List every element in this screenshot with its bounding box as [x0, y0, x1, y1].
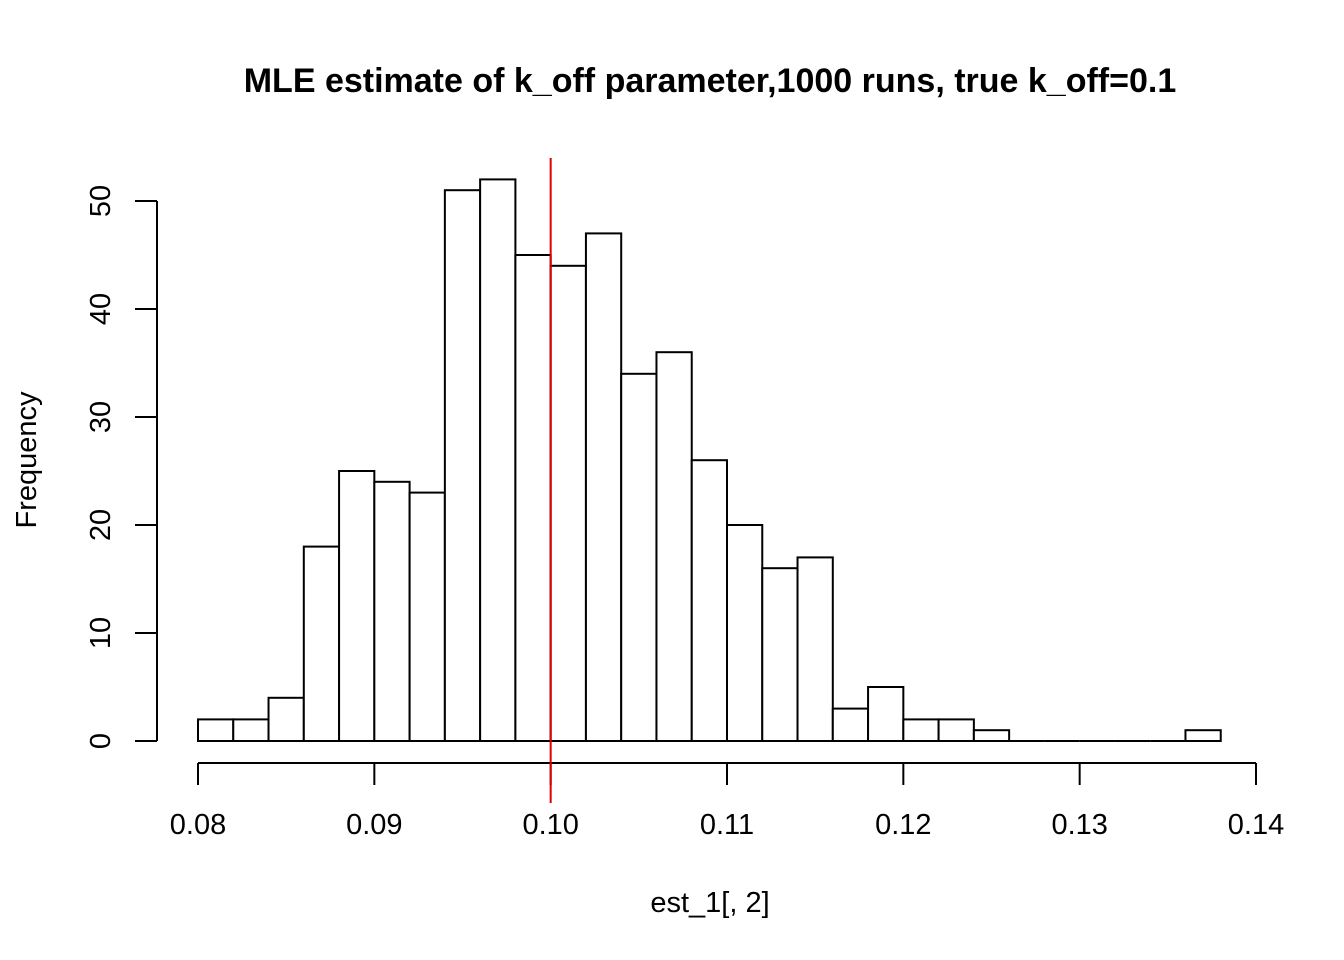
x-tick-label-5: 0.13 [1051, 809, 1107, 841]
x-axis-label: est_1[, 2] [650, 887, 769, 919]
histogram-bar-12 [620, 372, 658, 742]
histogram-bar-4 [338, 470, 376, 742]
histogram-bar-20 [902, 718, 940, 743]
x-tick-label-3: 0.11 [700, 809, 754, 841]
histogram-bar-15 [726, 524, 764, 742]
histogram-bar-5 [373, 480, 411, 742]
histogram-bar-18 [831, 707, 870, 742]
histogram-bar-6 [408, 491, 446, 742]
y-tick-label-1: 10 [85, 617, 117, 649]
y-axis-label: Frequency [11, 391, 43, 529]
y-tick-label-4: 40 [85, 293, 117, 325]
histogram-bar-11 [584, 232, 623, 742]
histogram-bar-16 [761, 567, 799, 743]
histogram-bar-7 [443, 189, 482, 742]
histogram-bar-13 [655, 351, 693, 742]
y-axis: 0 10 20 30 40 50 [85, 185, 158, 749]
histogram-bar-0 [197, 718, 235, 743]
histogram-bar-22 [972, 729, 1011, 743]
x-tick-label-0: 0.08 [170, 809, 226, 841]
histogram-bar-1 [232, 718, 270, 743]
histogram-bar-17 [796, 556, 834, 743]
histogram-bar-9 [514, 254, 552, 742]
histogram-bar-19 [867, 686, 905, 742]
bars-group [197, 178, 1222, 743]
chart-title: MLE estimate of k_off parameter,1000 run… [244, 62, 1177, 100]
x-tick-label-2: 0.10 [522, 809, 578, 841]
x-axis: 0.08 0.09 0.10 0.11 0.12 0.13 0.14 [170, 762, 1284, 841]
histogram-bar-14 [690, 459, 729, 742]
histogram-bar-2 [267, 696, 305, 742]
histogram-bar-10 [549, 264, 587, 742]
x-tick-label-1: 0.09 [346, 809, 402, 841]
y-tick-label-5: 50 [85, 185, 117, 217]
y-tick-label-3: 30 [85, 401, 117, 433]
histogram-bar-28 [1184, 729, 1222, 743]
x-tick-label-4: 0.12 [875, 809, 931, 841]
y-tick-label-0: 0 [85, 733, 117, 749]
histogram-bar-3 [302, 545, 341, 742]
x-tick-label-6: 0.14 [1228, 809, 1284, 841]
histogram-bar-21 [937, 718, 975, 743]
histogram-bar-8 [479, 178, 517, 742]
y-tick-label-2: 20 [85, 509, 117, 541]
